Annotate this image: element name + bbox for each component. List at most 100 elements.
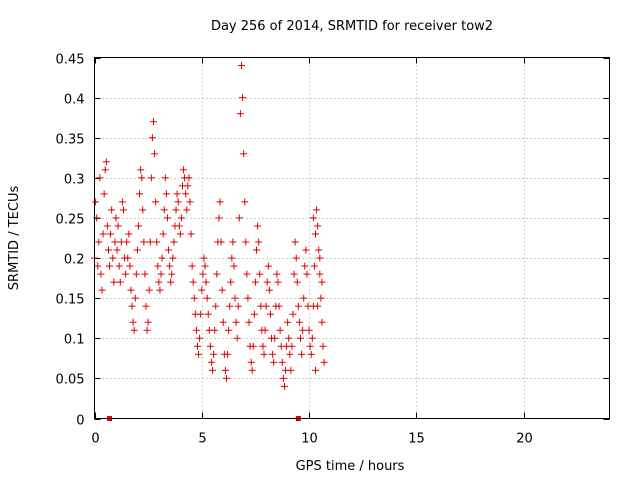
data-point (127, 286, 135, 294)
data-point (287, 366, 295, 374)
data-point (218, 286, 226, 294)
plot-frame (94, 57, 610, 419)
data-point (262, 302, 270, 310)
data-point (134, 222, 142, 230)
data-point (255, 238, 263, 246)
data-point (132, 270, 140, 278)
data-point (254, 222, 262, 230)
data-point (169, 254, 177, 262)
data-point (294, 302, 302, 310)
data-point (176, 230, 184, 238)
data-point (151, 150, 159, 158)
data-point (198, 286, 206, 294)
data-point (147, 174, 155, 182)
data-point (102, 158, 110, 166)
data-point (239, 94, 247, 102)
data-point (96, 174, 104, 182)
data-point (299, 326, 307, 334)
data-point (314, 302, 322, 310)
chart-title: Day 256 of 2014, SRMTID for receiver tow… (211, 19, 493, 34)
data-point (234, 302, 242, 310)
data-point (133, 246, 141, 254)
data-point (184, 182, 192, 190)
data-point (126, 262, 134, 270)
data-point (123, 238, 131, 246)
data-point (192, 326, 200, 334)
data-point (138, 174, 146, 182)
data-point (118, 198, 126, 206)
data-point (211, 326, 219, 334)
data-point (286, 350, 294, 358)
data-point (222, 374, 230, 382)
data-point (99, 230, 107, 238)
data-point (168, 270, 176, 278)
data-point (94, 262, 102, 270)
data-point (269, 350, 277, 358)
x-tick-label: 5 (198, 432, 206, 447)
data-point (186, 198, 194, 206)
data-point (190, 294, 198, 302)
data-point (207, 358, 215, 366)
data-point (204, 310, 212, 318)
data-point (230, 262, 238, 270)
data-point (226, 302, 234, 310)
data-point (261, 326, 269, 334)
data-point (114, 222, 122, 230)
data-point (217, 238, 225, 246)
data-point (316, 254, 324, 262)
y-tick-label: 0.2 (64, 253, 85, 268)
y-axis-label: SRMTID / TECUs (7, 186, 22, 291)
data-point (313, 206, 321, 214)
y-tick-label: 0.4 (64, 93, 85, 108)
data-point (199, 270, 207, 278)
data-point (182, 190, 190, 198)
data-point (98, 286, 106, 294)
data-point (170, 238, 178, 246)
data-point (285, 334, 293, 342)
data-point (174, 198, 182, 206)
data-point (280, 382, 288, 390)
data-point (248, 366, 256, 374)
data-point (289, 310, 297, 318)
data-point (195, 350, 203, 358)
data-point (307, 350, 315, 358)
data-point (210, 350, 218, 358)
data-point (166, 262, 174, 270)
data-point (302, 246, 310, 254)
x-tick-label: 20 (516, 432, 533, 447)
data-point (278, 358, 286, 366)
data-point (152, 198, 160, 206)
data-point (197, 310, 205, 318)
data-point (156, 286, 164, 294)
y-tick-label: 0.45 (56, 53, 85, 68)
data-point (291, 238, 299, 246)
data-point (316, 270, 324, 278)
data-point (131, 294, 139, 302)
data-point (144, 318, 152, 326)
data-point (308, 334, 316, 342)
data-point (188, 262, 196, 270)
data-point (284, 318, 292, 326)
y-tick-label: 0.35 (56, 133, 85, 148)
data-point (100, 190, 108, 198)
data-point (318, 318, 326, 326)
data-point (310, 262, 318, 270)
data-point (108, 206, 116, 214)
data-point (95, 238, 103, 246)
data-point (314, 222, 322, 230)
data-point (167, 278, 175, 286)
data-point (165, 246, 173, 254)
data-point (275, 302, 283, 310)
data-point (142, 302, 150, 310)
y-tick-label: 0.05 (56, 373, 85, 388)
data-point (236, 110, 244, 118)
data-point (320, 358, 328, 366)
data-point (231, 294, 239, 302)
data-point (106, 262, 114, 270)
y-tick-label: 0.15 (56, 293, 85, 308)
data-point (175, 222, 183, 230)
grid (94, 57, 610, 419)
data-point (237, 62, 245, 70)
data-point (119, 206, 127, 214)
